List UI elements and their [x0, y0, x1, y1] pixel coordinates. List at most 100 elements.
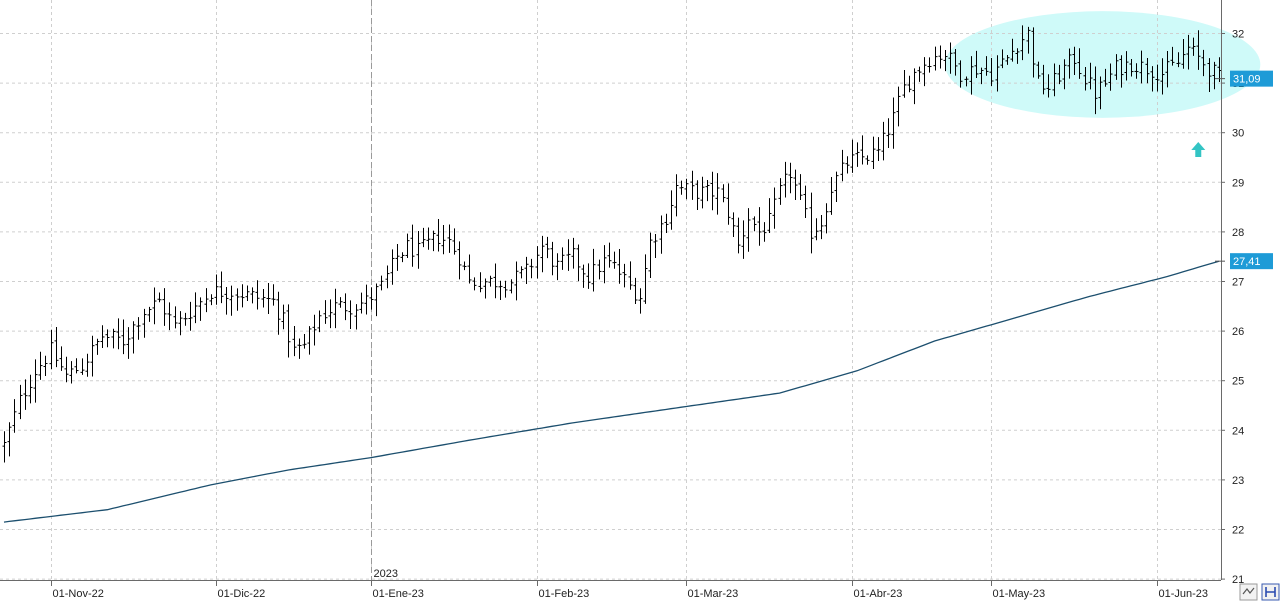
price-bar: [979, 67, 984, 85]
price-bar: [12, 399, 17, 433]
price-bar: [829, 176, 834, 215]
y-tick-label: 29: [1232, 177, 1244, 189]
corner-buttons: [1239, 583, 1280, 601]
price-bar: [726, 183, 731, 225]
price-bar: [193, 292, 198, 324]
price-bar: [933, 46, 938, 71]
x-tick-label: 01-Mar-23: [688, 588, 739, 600]
price-bar: [778, 178, 783, 205]
price-bar: [126, 327, 131, 359]
price-bar: [969, 56, 974, 95]
price-bar: [359, 292, 364, 314]
price-bar: [1139, 50, 1144, 84]
price-bar: [819, 215, 824, 240]
price-bar: [1145, 58, 1150, 84]
price-bar: [436, 218, 441, 252]
price-bar: [865, 155, 870, 165]
chart-settings-button[interactable]: [1239, 583, 1258, 601]
price-bar: [312, 314, 317, 346]
price-bar: [131, 321, 136, 354]
price-bar: [1108, 63, 1113, 91]
last-price-badge-bg: [1230, 70, 1273, 87]
price-bar: [488, 275, 493, 287]
price-bar: [824, 203, 829, 234]
price-bar: [426, 227, 431, 250]
price-bar: [229, 285, 234, 316]
h-icon: [1265, 587, 1276, 597]
y-tick-label: 25: [1232, 376, 1244, 388]
price-bar: [638, 288, 643, 314]
price-bar: [1119, 55, 1124, 88]
x-tick-label: 01-Ene-23: [373, 588, 424, 600]
y-tick-label: 28: [1232, 227, 1244, 239]
price-bar: [597, 259, 602, 280]
y-tick-label: 23: [1232, 475, 1244, 487]
last-price-badge-label: 31,09: [1233, 74, 1261, 86]
x-tick-label: 01-Feb-23: [539, 588, 590, 600]
price-bar: [943, 49, 948, 72]
price-bar: [514, 261, 519, 301]
price-bar: [705, 179, 710, 202]
price-bar: [850, 139, 855, 173]
price-bar: [519, 266, 524, 279]
price-bar: [752, 216, 757, 232]
price-bar: [710, 171, 715, 211]
price-bar: [1005, 55, 1010, 65]
price-bar: [814, 218, 819, 241]
price-bar: [28, 374, 33, 404]
price-bar: [245, 285, 250, 302]
price-bar: [390, 249, 395, 285]
price-bar: [183, 312, 188, 326]
h-mode-button[interactable]: [1261, 583, 1280, 601]
price-bar: [116, 318, 121, 350]
price-bar: [59, 346, 64, 371]
arrow-layer: [1191, 142, 1206, 158]
price-bar: [33, 359, 38, 403]
price-bar: [984, 56, 989, 76]
price-bar: [142, 308, 147, 338]
price-bar: [162, 288, 167, 326]
y-tick-label: 27: [1232, 277, 1244, 289]
price-bar: [1124, 51, 1129, 81]
price-bar: [767, 198, 772, 233]
price-bar: [989, 57, 994, 86]
price-bar: [524, 256, 529, 285]
up-arrow-icon: [1191, 142, 1206, 158]
price-bar: [18, 384, 23, 420]
price-bar: [421, 227, 426, 248]
price-bar: [224, 286, 229, 315]
price-bar: [633, 277, 638, 304]
price-bar: [540, 235, 545, 273]
price-bar: [447, 224, 452, 253]
price-bar: [674, 174, 679, 217]
price-bar: [762, 222, 767, 242]
highlight-layer: [944, 11, 1261, 118]
price-bar: [23, 379, 28, 410]
price-bar: [400, 252, 405, 263]
price-bar: [1093, 66, 1098, 115]
price-bar: [338, 297, 343, 308]
price-bar: [1020, 25, 1025, 61]
price-bar: [793, 169, 798, 200]
price-bar: [343, 293, 348, 321]
price-bar: [927, 57, 932, 73]
price-bar: [1207, 58, 1212, 93]
price-bar: [1036, 61, 1041, 79]
price-bar: [855, 142, 860, 167]
price-bar: [1067, 48, 1072, 79]
price-bar: [1041, 64, 1046, 95]
price-bar: [1150, 66, 1155, 92]
price-bar: [550, 241, 555, 276]
price-bar: [586, 263, 591, 289]
price-bar: [871, 136, 876, 169]
price-bar: [1031, 27, 1036, 78]
price-bar: [493, 263, 498, 299]
price-bar: [307, 326, 312, 355]
price-bar: [1129, 59, 1134, 77]
price-bar: [1181, 39, 1186, 69]
price-bar: [69, 361, 74, 384]
price-bar: [1077, 48, 1082, 79]
price-bar: [369, 287, 374, 310]
